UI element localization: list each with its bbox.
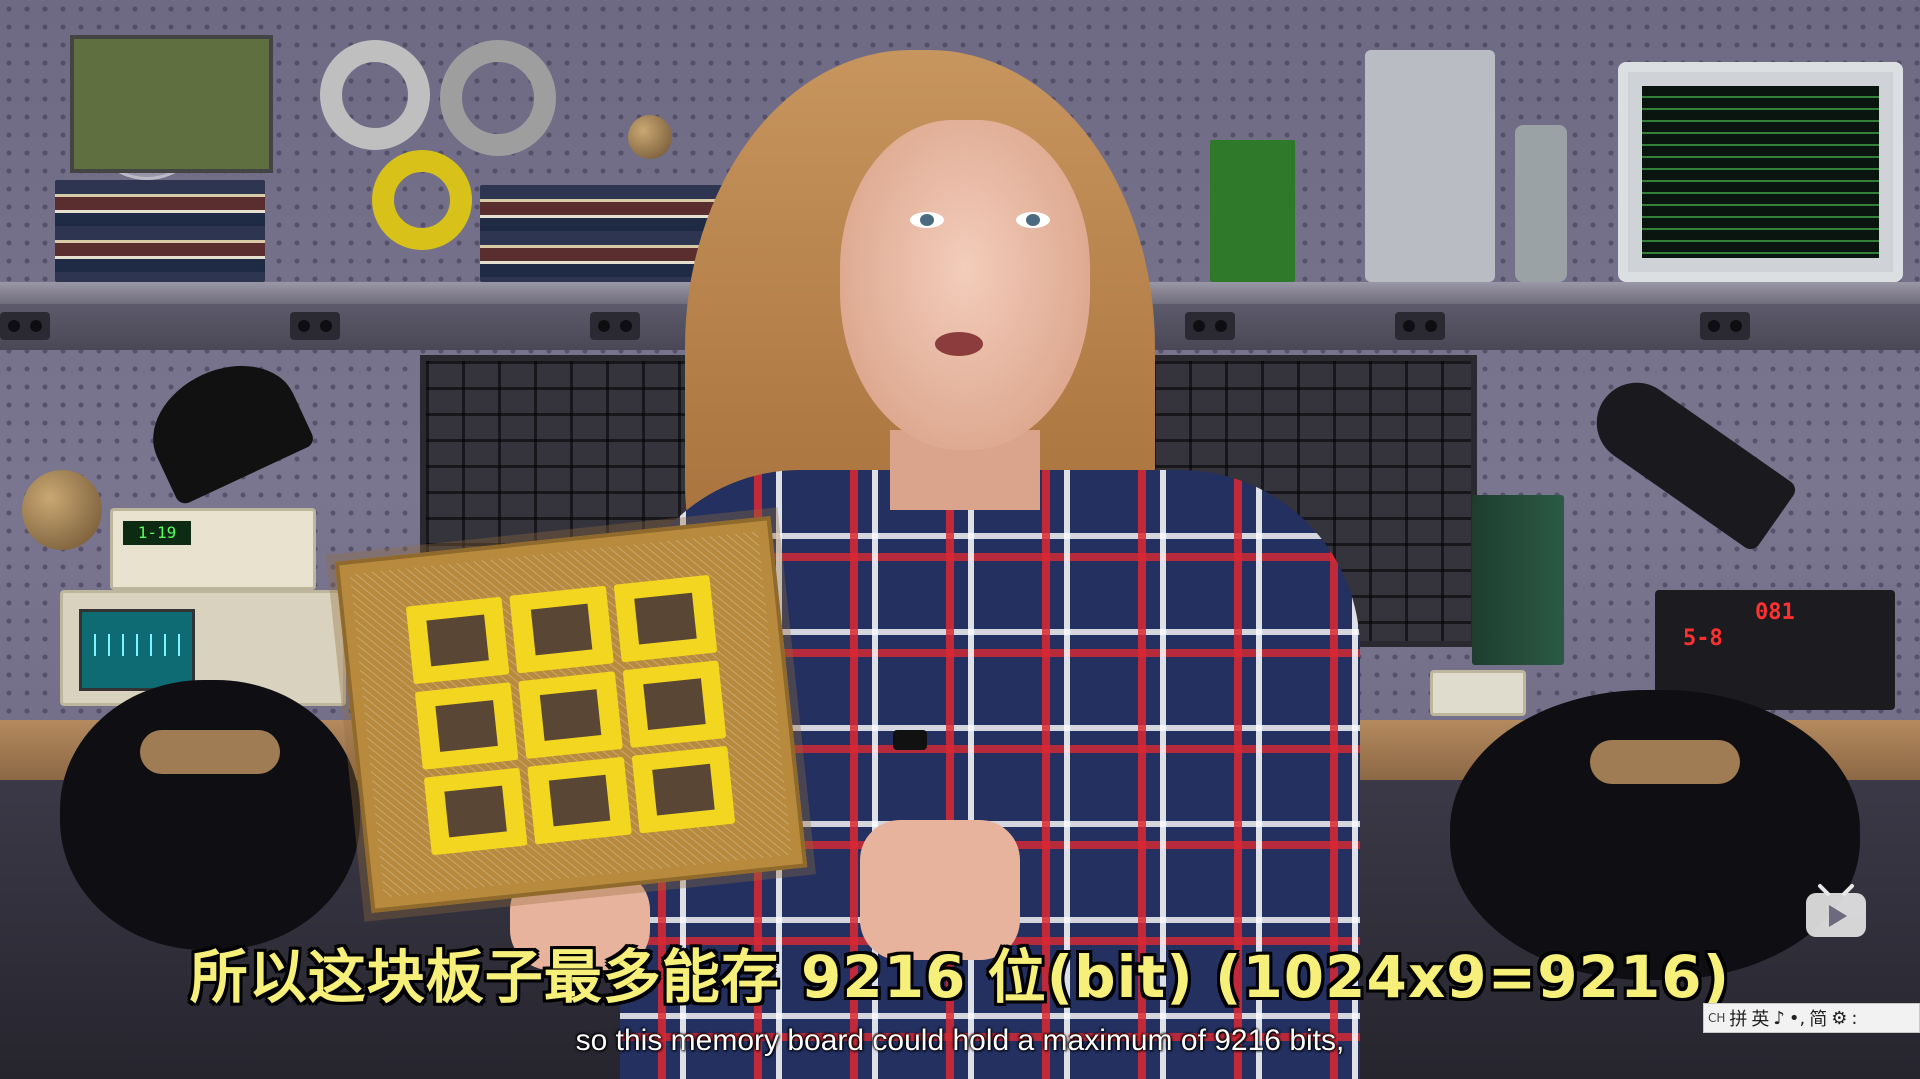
yellow-tape-roll bbox=[372, 150, 472, 250]
ime-settings-icon[interactable]: ⚙ bbox=[1831, 1007, 1848, 1029]
person-mouth bbox=[935, 332, 983, 356]
memory-core-plane bbox=[509, 585, 614, 674]
power-outlet bbox=[590, 312, 640, 340]
oscilloscope-screen bbox=[79, 609, 195, 691]
ime-language-toggle[interactable]: 英 bbox=[1751, 1009, 1770, 1030]
tape-roll bbox=[320, 40, 430, 150]
lapel-microphone bbox=[893, 730, 927, 750]
ime-more-icon[interactable]: : bbox=[1851, 1007, 1858, 1029]
memory-core-plane bbox=[631, 745, 736, 834]
psu-display-current: 081 bbox=[1755, 600, 1795, 625]
memory-core-plane bbox=[414, 682, 519, 770]
memory-core-plane bbox=[613, 574, 718, 663]
ime-mode-button[interactable]: 拼 bbox=[1729, 1009, 1748, 1030]
meter-display: 1-19 bbox=[123, 521, 191, 545]
bilibili-tv-icon[interactable] bbox=[1802, 880, 1870, 940]
ime-punctuation-icon[interactable]: ♪ bbox=[1773, 1007, 1785, 1029]
psu-display-voltage: 5-8 bbox=[1683, 626, 1723, 651]
desk-lamp bbox=[133, 343, 317, 507]
stool-right bbox=[1450, 690, 1860, 980]
heat-gun bbox=[1581, 367, 1799, 553]
power-outlet bbox=[290, 312, 340, 340]
power-outlet bbox=[0, 312, 50, 340]
ime-script-toggle[interactable]: 简 bbox=[1809, 1009, 1828, 1030]
power-outlet bbox=[1395, 312, 1445, 340]
lego-robot bbox=[1365, 50, 1495, 282]
power-supply: 081 5-8 bbox=[1655, 590, 1895, 710]
memory-core-plane bbox=[405, 596, 510, 685]
subtitle-chinese: 所以这块板子最多能存 9216 位(bit) (1024x9=9216) bbox=[189, 943, 1731, 1011]
eye-left bbox=[910, 212, 944, 228]
ime-punctuation-mode[interactable]: •, bbox=[1788, 1007, 1806, 1029]
memory-core-plane bbox=[622, 660, 727, 748]
green-book bbox=[1472, 495, 1564, 665]
power-outlet bbox=[1700, 312, 1750, 340]
hand-right bbox=[860, 820, 1020, 960]
memory-core-plane bbox=[518, 671, 623, 759]
globe bbox=[22, 470, 102, 550]
walkie-talkie bbox=[1515, 125, 1567, 282]
meter-instrument: 1-19 bbox=[110, 508, 316, 590]
ime-lang-code[interactable]: CH bbox=[1708, 1011, 1726, 1025]
tape-roll bbox=[440, 40, 556, 156]
memory-core-plane bbox=[527, 756, 632, 845]
ime-toolbar[interactable]: CH 拼 英 ♪ •, 简 ⚙ : bbox=[1703, 1003, 1920, 1033]
core-grid bbox=[405, 574, 736, 856]
circuit-board-on-wall bbox=[70, 35, 273, 173]
memory-core-plane bbox=[423, 767, 528, 856]
person-face bbox=[840, 120, 1090, 450]
core-memory-board bbox=[334, 516, 808, 913]
laptop bbox=[1618, 62, 1903, 282]
book-stack bbox=[55, 180, 265, 282]
book-stack bbox=[480, 185, 730, 282]
power-outlet bbox=[1185, 312, 1235, 340]
stool-left bbox=[60, 680, 360, 950]
creeper-figure bbox=[1210, 140, 1295, 282]
subtitle-english: so this memory board could hold a maximu… bbox=[575, 1024, 1345, 1057]
eye-right bbox=[1016, 212, 1050, 228]
small-sphere bbox=[628, 115, 672, 159]
breadboard-device bbox=[1430, 670, 1526, 716]
